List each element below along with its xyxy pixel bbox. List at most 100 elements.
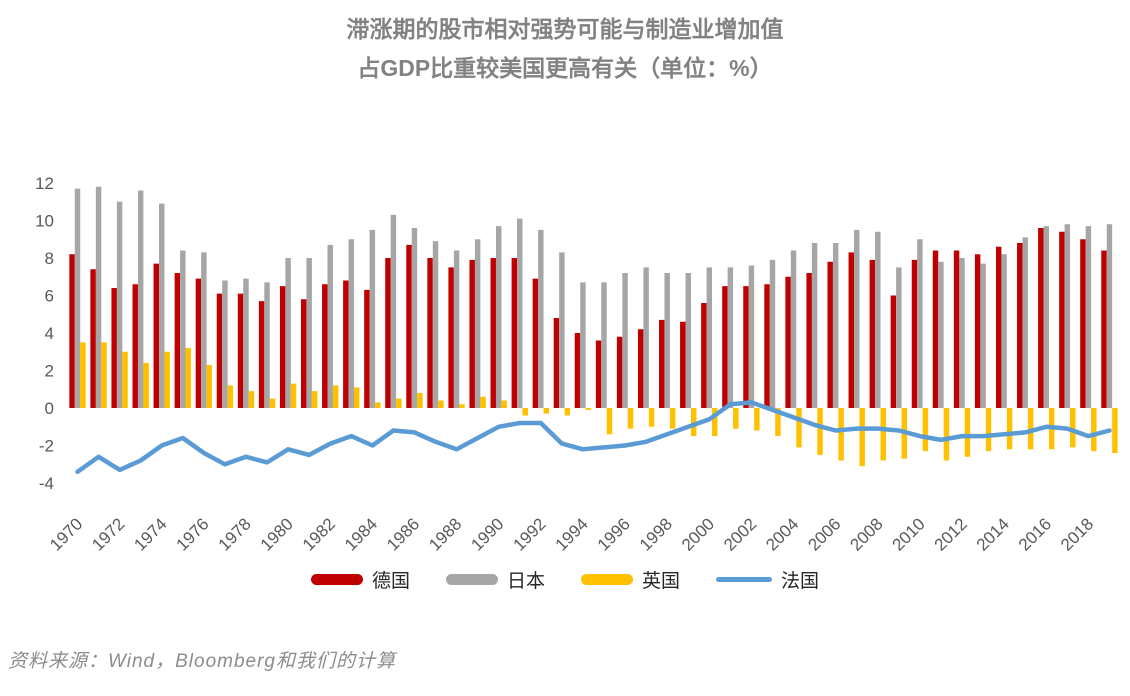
uk-bar: [838, 408, 844, 461]
japan-bar: [980, 263, 986, 409]
uk-bar: [775, 408, 781, 437]
y-axis-ticks: 12 10 8 6 4 2 0 -2 -4: [35, 174, 54, 493]
germany-bar: [1059, 231, 1065, 408]
uk-bar: [1112, 408, 1118, 453]
uk-bar: [669, 408, 676, 429]
japan-bar: [201, 252, 207, 409]
x-tick-label: 2018: [1057, 514, 1097, 554]
x-tick-label: 1970: [46, 514, 86, 554]
legend-label-france: 法国: [781, 571, 820, 592]
japan-bar: [327, 244, 333, 409]
japan-bar: [622, 273, 628, 408]
x-tick-label: 2002: [720, 514, 760, 554]
germany-bar: [237, 293, 244, 409]
uk-bar: [943, 408, 950, 461]
x-tick-label: 1974: [130, 514, 170, 554]
germany-bar: [974, 254, 981, 408]
uk-bar: [248, 391, 255, 409]
germany-bar: [701, 303, 707, 408]
japan-bar: [495, 226, 502, 409]
japan-bar: [411, 228, 418, 408]
japan-bar: [706, 267, 713, 409]
uk-bar: [311, 391, 318, 409]
japan-bar: [896, 267, 902, 409]
x-tick-label: 1972: [88, 514, 128, 554]
x-tick-label: 1988: [425, 514, 465, 554]
germany-bar: [216, 293, 223, 409]
japan-bar: [748, 265, 755, 408]
japan-bar: [727, 267, 734, 409]
x-tick-label: 2016: [1015, 514, 1055, 554]
uk-bar: [417, 393, 423, 408]
japan-bar: [474, 239, 481, 408]
uk-bar: [880, 408, 886, 461]
japan-bar: [306, 258, 312, 408]
germany-bar: [1101, 250, 1107, 408]
x-tick-label: 1986: [383, 514, 423, 554]
germany-bar: [953, 250, 960, 408]
uk-bar: [817, 408, 823, 455]
germany-bar: [153, 263, 160, 409]
y-tick-label: 10: [35, 212, 54, 231]
uk-bar: [648, 408, 655, 427]
germany-bar: [511, 258, 518, 408]
japan-bar: [917, 239, 923, 408]
x-tick-label: 1978: [215, 514, 255, 554]
x-tick-label: 1980: [257, 514, 297, 554]
y-tick-label: 4: [45, 324, 54, 343]
japan-bar: [685, 273, 691, 408]
chart-legend: 德国 日本 英国 法国: [0, 566, 1130, 593]
germany-bar: [406, 244, 412, 409]
germany-bar: [132, 284, 138, 408]
x-tick-label: 1992: [509, 514, 549, 554]
germany-bar: [848, 252, 854, 409]
japan-bar: [432, 241, 439, 409]
japan-bar: [580, 282, 586, 409]
uk-bar: [501, 400, 507, 408]
japan-bar-swatch: [445, 574, 498, 585]
germany-bar: [574, 333, 581, 408]
y-tick-label: 8: [45, 249, 54, 268]
germany-bar: [258, 301, 265, 409]
uk-bar: [122, 351, 128, 408]
x-tick-label: 2000: [678, 514, 718, 554]
germany-bar: [90, 269, 96, 408]
japan-bar: [1022, 237, 1028, 409]
uk-bar: [690, 408, 697, 437]
germany-bar: [195, 278, 202, 409]
germany-bar: [764, 284, 770, 408]
japan-bar: [453, 250, 460, 408]
x-tick-label: 1976: [173, 514, 213, 554]
uk-bar: [606, 408, 613, 435]
germany-bar: [69, 254, 75, 408]
germany-bar: [1038, 228, 1044, 408]
germany-bar: [532, 278, 539, 409]
x-tick-label: 2012: [931, 514, 971, 554]
japan-bar: [643, 267, 649, 409]
germany-bar: [827, 261, 833, 408]
japan-bar: [811, 243, 818, 408]
legend-item-uk: 英国: [581, 566, 680, 593]
uk-bar: [227, 385, 234, 408]
germany-bar: [659, 319, 665, 409]
x-tick-label: 2014: [973, 514, 1013, 554]
japan-bar: [243, 278, 249, 409]
france-line: [75, 400, 1112, 475]
uk-bar: [438, 400, 444, 408]
uk-bar: [564, 408, 571, 416]
germany-bar-swatch: [310, 574, 363, 585]
y-tick-label: 2: [45, 362, 54, 381]
germany-bar: [343, 280, 349, 408]
uk-bar: [585, 408, 592, 410]
germany-bar: [595, 340, 602, 408]
uk-bar: [354, 387, 360, 409]
japan-bar: [538, 229, 544, 409]
legend-label-uk: 英国: [642, 571, 681, 592]
japan-bar: [559, 252, 565, 409]
y-tick-label: -4: [39, 474, 54, 493]
uk-bar: [206, 364, 213, 409]
japan-bar: [517, 218, 523, 409]
uk-bar: [627, 408, 634, 429]
germany-bar: [637, 329, 644, 408]
x-tick-label: 1996: [594, 514, 634, 554]
